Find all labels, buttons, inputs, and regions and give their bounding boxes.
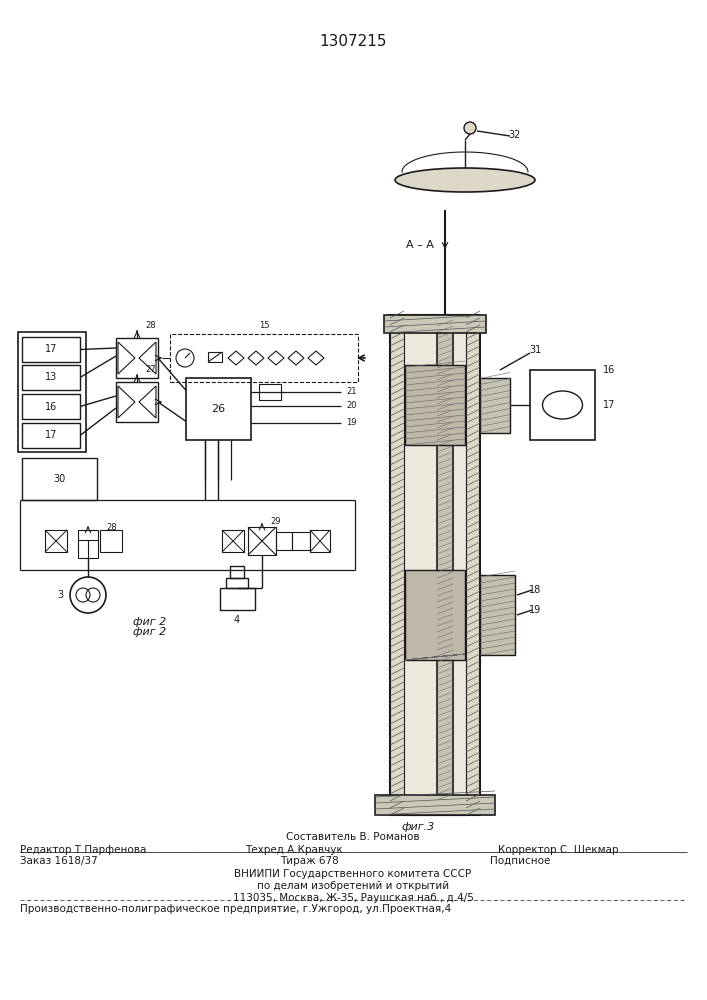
Bar [22,365,80,390]
Bar [18,332,86,452]
Text: 3: 3 [57,590,63,600]
Bar [222,530,244,552]
Text: Корректор С. Шекмар: Корректор С. Шекмар [498,845,619,855]
Text: по делам изобретений и открытий: по делам изобретений и открытий [257,881,449,891]
Bar [292,532,310,550]
Bar [45,530,67,552]
Bar [22,458,97,500]
Text: 21: 21 [346,387,356,396]
Text: 13: 13 [45,372,57,382]
Text: 16: 16 [603,365,615,375]
Text: 26: 26 [211,404,226,414]
Text: 17: 17 [45,430,57,440]
Text: Редактор Т.Парфенова: Редактор Т.Парфенова [20,845,146,855]
Text: А – А: А – А [406,240,434,250]
Text: 17: 17 [603,400,615,410]
Text: Составитель В. Романов: Составитель В. Романов [286,832,420,842]
Text: Тираж 678: Тираж 678 [280,856,339,866]
Bar [405,365,465,445]
Text: 4: 4 [234,615,240,625]
Bar [248,527,276,555]
Bar [226,578,248,588]
Bar [170,334,358,382]
Text: 19: 19 [346,418,356,427]
Bar [259,384,281,400]
Bar [276,532,292,550]
Text: фиг.3: фиг.3 [402,822,435,832]
Bar [480,377,510,432]
Text: 20: 20 [346,401,356,410]
Text: 32: 32 [509,130,521,140]
Text: 15: 15 [259,322,269,330]
Text: 28: 28 [145,322,156,330]
Bar [220,588,255,610]
Bar [100,530,122,552]
Bar [310,530,330,552]
Bar [22,337,80,362]
Text: 27: 27 [145,365,156,374]
Circle shape [464,122,476,134]
Text: Техред А.Кравчук: Техред А.Кравчук [245,845,343,855]
Text: 28: 28 [106,524,117,532]
Text: 30: 30 [53,474,66,484]
Text: 31: 31 [529,345,541,355]
Bar [480,575,515,655]
Text: 17: 17 [45,344,57,355]
Bar [78,530,98,558]
Text: 29: 29 [270,516,281,526]
Text: 19: 19 [529,605,541,615]
Bar [384,315,486,333]
Bar [116,338,158,378]
Bar [22,423,80,448]
Text: Подписное: Подписное [490,856,550,866]
Text: 113035, Москва, Ж-35, Раушская наб., д.4/5: 113035, Москва, Ж-35, Раушская наб., д.4… [233,893,474,903]
Text: Производственно-полиграфическое предприятие, г.Ужгород, ул.Проектная,4: Производственно-полиграфическое предприя… [20,904,451,914]
Bar [230,566,244,578]
Bar [22,394,80,419]
Text: фиг 2: фиг 2 [134,617,167,627]
Bar [116,382,158,422]
Text: 16: 16 [45,401,57,412]
Text: ВНИИПИ Государственного комитета СССР: ВНИИПИ Государственного комитета СССР [235,869,472,879]
Bar [375,795,495,815]
Ellipse shape [395,168,535,192]
Bar [390,315,480,815]
Text: фиг 2: фиг 2 [134,627,167,637]
Bar [530,370,595,440]
Bar [186,378,251,440]
Bar [208,352,222,362]
Text: 18: 18 [529,585,541,595]
Bar [437,325,453,800]
Bar [404,315,466,815]
Bar [405,570,465,660]
Text: Заказ 1618/37: Заказ 1618/37 [20,856,98,866]
Text: 1307215: 1307215 [320,34,387,49]
